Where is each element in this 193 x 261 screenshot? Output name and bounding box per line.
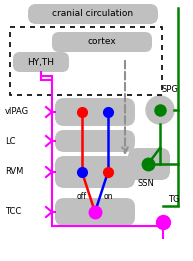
Text: TCC: TCC [5,207,21,217]
Text: RVM: RVM [5,168,23,176]
FancyBboxPatch shape [13,52,69,72]
Circle shape [147,206,179,238]
FancyBboxPatch shape [52,32,152,52]
FancyBboxPatch shape [55,156,135,188]
FancyBboxPatch shape [55,198,135,226]
Text: on: on [103,192,113,201]
Circle shape [146,96,174,124]
Text: HY,TH: HY,TH [27,57,54,67]
Text: cranial circulation: cranial circulation [52,9,134,19]
Text: TG: TG [168,195,179,204]
Bar [10,27,162,95]
Text: SPG: SPG [162,85,179,94]
FancyBboxPatch shape [28,4,158,24]
FancyBboxPatch shape [55,98,135,126]
Text: cortex: cortex [88,38,116,46]
FancyBboxPatch shape [55,130,135,152]
Text: vlPAG: vlPAG [5,108,29,116]
Text: SSN: SSN [138,179,155,187]
FancyBboxPatch shape [128,148,170,180]
Text: LC: LC [5,137,15,145]
Text: off: off [77,192,87,201]
